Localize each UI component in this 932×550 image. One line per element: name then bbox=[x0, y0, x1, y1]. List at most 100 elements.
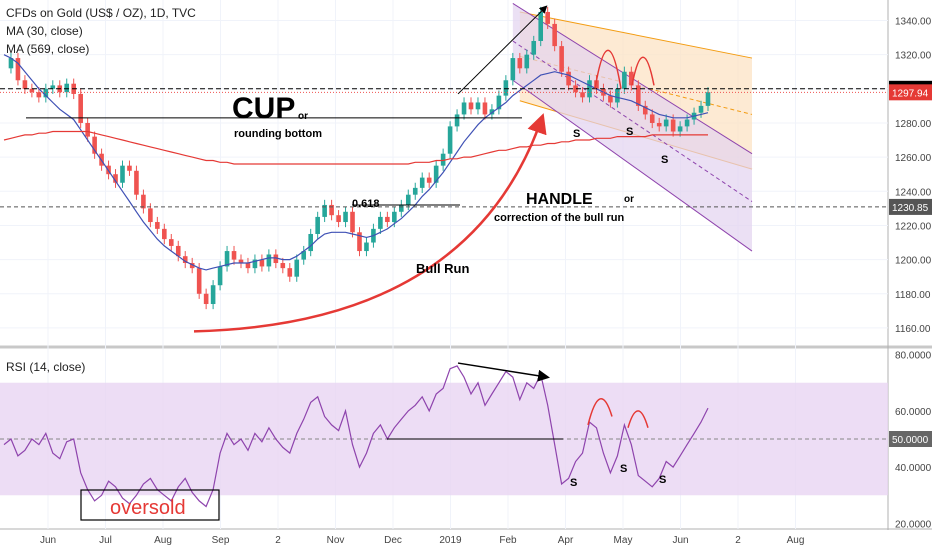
rsi-tick-label: 20.0000 bbox=[895, 519, 932, 530]
rsi-arc-2 bbox=[627, 410, 649, 428]
candle-body bbox=[566, 71, 571, 86]
s-label-1: S bbox=[573, 128, 580, 140]
cup-or-label: or bbox=[298, 111, 308, 122]
ma569-line bbox=[3, 130, 708, 165]
candle-body bbox=[510, 58, 516, 81]
candle-body bbox=[705, 92, 711, 106]
candle-body bbox=[287, 268, 293, 277]
price-tick-label: 1220.00 bbox=[895, 221, 932, 232]
cup-label: CUP bbox=[232, 92, 295, 125]
time-tick-label: 2 bbox=[735, 535, 741, 546]
ma569-legend: MA (569, close) bbox=[6, 42, 89, 56]
bull-run-label: Bull Run bbox=[416, 261, 469, 276]
rsi-tick-label: 40.0000 bbox=[895, 463, 932, 474]
candle-body bbox=[85, 122, 90, 137]
time-tick-label: May bbox=[614, 535, 633, 546]
purple-channel-mid bbox=[512, 40, 753, 202]
candle-body bbox=[496, 95, 502, 110]
candle-body bbox=[273, 254, 279, 264]
candle-body bbox=[538, 11, 544, 41]
candle-body bbox=[196, 268, 202, 294]
candle-body bbox=[217, 266, 223, 286]
candle-body bbox=[670, 119, 676, 132]
price-tick-label: 1320.00 bbox=[895, 51, 932, 62]
price-badge bbox=[889, 84, 932, 101]
handle-label: HANDLE bbox=[526, 191, 593, 208]
candle-body bbox=[426, 177, 432, 183]
price-badge bbox=[889, 198, 932, 215]
time-tick-label: 2 bbox=[275, 535, 281, 546]
rsi-s-label-1: S bbox=[570, 477, 577, 489]
price-tick-label: 1240.00 bbox=[895, 187, 932, 198]
candle-body bbox=[238, 259, 244, 264]
candles bbox=[8, 6, 711, 310]
candle-body bbox=[468, 102, 474, 110]
time-tick-label: Jun bbox=[672, 535, 688, 546]
candle-body bbox=[336, 215, 341, 223]
rsi-s-label-2: S bbox=[620, 463, 627, 475]
candle-body bbox=[189, 263, 195, 269]
candle-body bbox=[635, 85, 641, 106]
rsi-badge-label: 50.0000 bbox=[892, 435, 929, 446]
rsi-title: RSI (14, close) bbox=[6, 360, 85, 374]
rsi-lines bbox=[3, 362, 709, 508]
price-badge-label: 1230.85 bbox=[892, 203, 929, 214]
time-tick-label: Feb bbox=[499, 535, 517, 546]
candle-body bbox=[350, 211, 355, 233]
candle-body bbox=[162, 228, 167, 240]
candle-body bbox=[364, 242, 369, 252]
candle-body bbox=[322, 204, 327, 217]
candle-body bbox=[649, 114, 655, 123]
candle-body bbox=[615, 88, 620, 103]
s-label-3: S bbox=[661, 154, 668, 166]
fib-label: 0.618 bbox=[352, 198, 380, 210]
candle-body bbox=[329, 204, 334, 216]
candle-body bbox=[531, 40, 537, 55]
rsi-arc-1 bbox=[587, 397, 613, 426]
rsi-line bbox=[3, 365, 709, 508]
candle-body bbox=[43, 88, 49, 98]
candle-body bbox=[622, 71, 627, 89]
candle-body bbox=[405, 194, 411, 205]
time-tick-label: Jun bbox=[40, 535, 56, 546]
ma-lines bbox=[3, 54, 709, 271]
candle-body bbox=[8, 58, 14, 69]
price-tick-label: 1280.00 bbox=[895, 119, 932, 130]
rsi-divergence-arrow bbox=[457, 362, 550, 382]
price-tick-label: 1200.00 bbox=[895, 256, 932, 267]
purple-channel bbox=[512, 3, 752, 252]
candle-body bbox=[454, 114, 460, 127]
candle-body bbox=[203, 293, 209, 305]
candle-body bbox=[141, 194, 146, 209]
price-pane[interactable] bbox=[0, 0, 888, 345]
candle-body bbox=[357, 232, 362, 252]
candle-body bbox=[608, 95, 613, 103]
time-tick-label: Dec bbox=[384, 535, 402, 546]
candle-body bbox=[92, 136, 97, 154]
candle-body bbox=[182, 256, 188, 264]
price-tick-label: 1160.00 bbox=[895, 324, 931, 335]
candle-body bbox=[224, 251, 230, 267]
candle-body bbox=[489, 109, 495, 115]
candle-body bbox=[684, 119, 690, 127]
candle-body bbox=[22, 80, 28, 89]
candle-body bbox=[134, 170, 139, 195]
candle-body bbox=[677, 126, 683, 132]
candle-body bbox=[447, 126, 453, 154]
candle-body bbox=[113, 174, 118, 183]
candle-body bbox=[524, 54, 530, 69]
candle-body bbox=[266, 254, 272, 267]
candle-body bbox=[545, 11, 550, 24]
candle-body bbox=[503, 80, 509, 96]
candle-body bbox=[29, 88, 35, 93]
candle-body bbox=[301, 251, 307, 260]
orange-channel-top bbox=[519, 11, 753, 59]
candle-body bbox=[252, 259, 258, 269]
candle-body bbox=[50, 85, 56, 89]
correction-label: correction of the bull run bbox=[494, 212, 624, 224]
ma30-legend: MA (30, close) bbox=[6, 24, 83, 38]
annotation-lines bbox=[0, 5, 888, 333]
rsi-badge bbox=[889, 431, 932, 447]
